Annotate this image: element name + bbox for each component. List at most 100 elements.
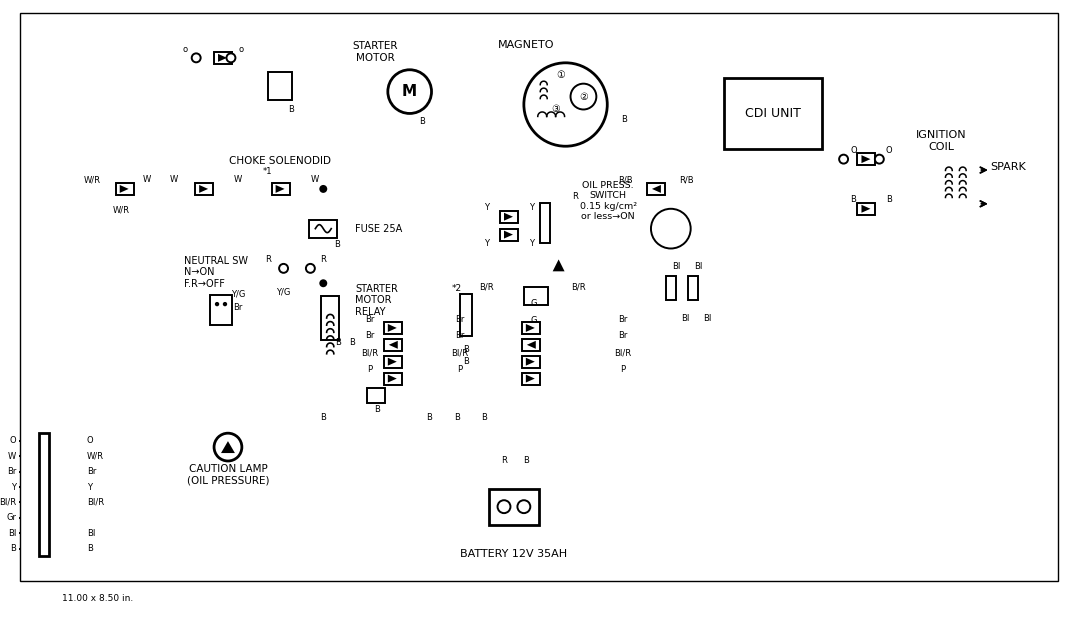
Text: B: B [321, 413, 326, 422]
Text: BI/R: BI/R [451, 348, 468, 357]
Circle shape [517, 500, 530, 513]
Circle shape [227, 54, 235, 63]
Text: W: W [170, 175, 179, 184]
Polygon shape [652, 185, 661, 193]
Text: R/B: R/B [680, 175, 694, 184]
Text: BI/R: BI/R [615, 348, 632, 357]
Bar [367, 387, 385, 403]
Circle shape [874, 154, 884, 163]
Text: G: G [530, 316, 537, 325]
Text: BI: BI [672, 262, 681, 271]
Bar [40, 433, 49, 556]
Text: NEUTRAL SW
N→ON
F.R→OFF: NEUTRAL SW N→ON F.R→OFF [184, 256, 248, 289]
Text: OIL PRESS.
SWITCH
0.15 kg/cm²
or less→ON: OIL PRESS. SWITCH 0.15 kg/cm² or less→ON [579, 181, 637, 221]
Bar [272, 183, 290, 195]
Polygon shape [527, 341, 536, 349]
Text: BATTERY 12V 35AH: BATTERY 12V 35AH [461, 549, 568, 560]
Polygon shape [388, 375, 397, 383]
Text: R: R [573, 193, 578, 202]
Polygon shape [120, 185, 128, 193]
Bar [196, 183, 213, 195]
Polygon shape [199, 185, 208, 193]
Text: B: B [350, 338, 355, 347]
Circle shape [279, 264, 288, 273]
Text: IGNITION
COIL: IGNITION COIL [915, 130, 966, 152]
Text: R: R [501, 457, 507, 466]
Polygon shape [503, 230, 513, 239]
Text: *1: *1 [263, 167, 273, 175]
Circle shape [571, 84, 597, 110]
Polygon shape [503, 212, 513, 221]
Text: BI/R: BI/R [0, 498, 16, 507]
Text: W/R: W/R [113, 205, 130, 214]
Text: BI/R: BI/R [361, 348, 378, 357]
Polygon shape [388, 358, 397, 366]
Bar [522, 339, 540, 351]
Text: Y: Y [483, 204, 489, 212]
Circle shape [320, 279, 327, 287]
Bar [20, 13, 1058, 581]
Text: B: B [463, 357, 469, 366]
Text: P: P [368, 365, 372, 374]
Text: Y: Y [483, 239, 489, 248]
Text: W: W [311, 175, 320, 184]
Text: Br: Br [454, 331, 464, 341]
Polygon shape [862, 205, 870, 212]
Text: Br: Br [233, 302, 243, 311]
Bar [522, 356, 540, 367]
Bar [500, 228, 517, 241]
Text: Y/G: Y/G [231, 290, 245, 299]
Polygon shape [553, 260, 564, 271]
Polygon shape [218, 54, 227, 62]
Circle shape [191, 54, 201, 63]
Circle shape [215, 302, 219, 306]
Text: R: R [321, 255, 326, 264]
Text: 11.00 x 8.50 in.: 11.00 x 8.50 in. [62, 593, 134, 602]
Text: CHOKE SOLENODID: CHOKE SOLENODID [229, 156, 330, 166]
Text: M: M [402, 84, 417, 99]
Bar [500, 211, 517, 223]
Text: O: O [10, 436, 16, 445]
Text: O: O [886, 145, 893, 154]
Text: B: B [87, 544, 93, 553]
Text: CDI UNIT: CDI UNIT [745, 107, 801, 120]
Polygon shape [862, 155, 870, 163]
Text: B: B [427, 413, 433, 422]
Circle shape [497, 500, 511, 513]
Text: Br: Br [454, 315, 464, 323]
Bar [490, 489, 539, 524]
Polygon shape [526, 324, 534, 332]
Circle shape [306, 264, 315, 273]
Text: O: O [850, 145, 857, 154]
Text: BI: BI [703, 313, 712, 322]
Bar [214, 52, 232, 64]
Bar [540, 203, 549, 242]
Bar [384, 373, 402, 385]
Text: B: B [463, 345, 469, 354]
Bar [687, 276, 698, 300]
Text: ③: ③ [552, 105, 560, 114]
Polygon shape [388, 324, 397, 332]
Text: B: B [886, 195, 893, 204]
Polygon shape [221, 441, 235, 453]
Text: B: B [335, 240, 340, 249]
Text: Y: Y [529, 204, 534, 212]
Circle shape [320, 185, 327, 193]
Text: Br: Br [366, 331, 374, 341]
Bar [461, 294, 472, 336]
Text: Br: Br [7, 467, 16, 476]
Text: STARTER
MOTOR
RELAY: STARTER MOTOR RELAY [355, 283, 398, 316]
Bar [322, 296, 339, 340]
Text: W: W [9, 452, 16, 461]
Text: B: B [523, 457, 529, 466]
Text: W/R: W/R [87, 452, 104, 461]
Text: Br: Br [87, 467, 96, 476]
Text: B: B [454, 413, 461, 422]
Text: BI/R: BI/R [87, 498, 104, 507]
Text: P: P [621, 365, 625, 374]
Circle shape [388, 70, 432, 114]
Text: Br: Br [619, 315, 628, 323]
Text: Y: Y [87, 482, 92, 491]
Text: B/R: B/R [571, 283, 586, 292]
Circle shape [214, 433, 242, 461]
